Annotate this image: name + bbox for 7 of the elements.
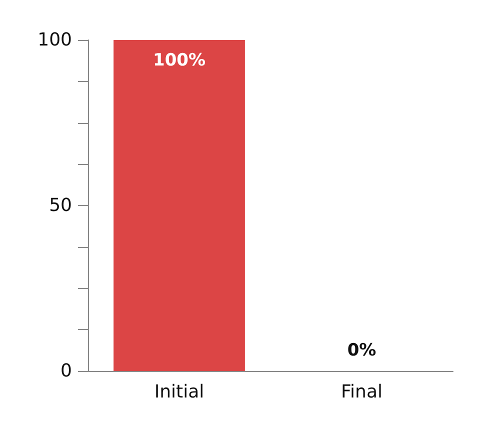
data-label: 100% bbox=[152, 50, 206, 70]
y-tick-label: 0 bbox=[60, 360, 72, 382]
x-tick-label: Final bbox=[341, 382, 382, 402]
x-tick-label: Initial bbox=[154, 382, 204, 402]
y-tick-label: 100 bbox=[38, 30, 72, 50]
data-label: 0% bbox=[347, 340, 376, 360]
y-tick-label: 50 bbox=[49, 195, 72, 216]
